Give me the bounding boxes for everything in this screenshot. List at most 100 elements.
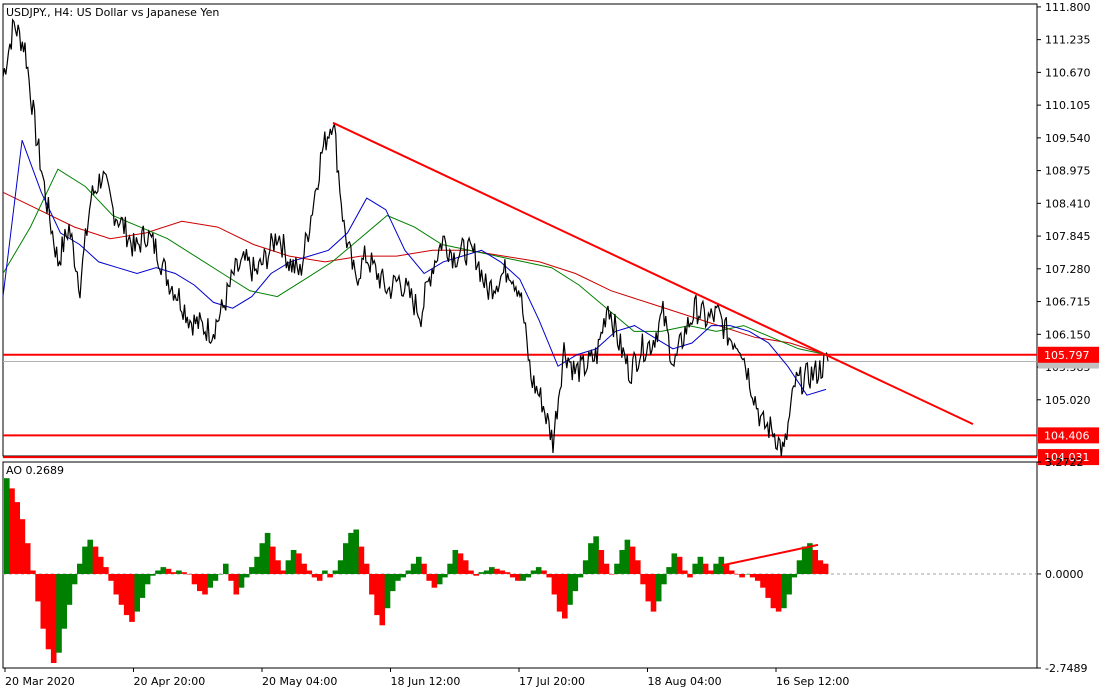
ao-histogram-bar [483, 570, 490, 574]
ao-histogram-bar [181, 572, 187, 574]
ao-histogram-bar [728, 570, 735, 574]
ao-tick-label: -2.7489 [1045, 662, 1087, 675]
price-tick-label: 108.975 [1045, 165, 1091, 178]
ao-histogram-bar [50, 574, 57, 663]
ao-histogram-bar [525, 574, 532, 578]
ao-histogram-bar [395, 574, 401, 581]
ao-histogram-bar [45, 574, 52, 650]
ao-histogram-bar [421, 563, 427, 574]
ao-histogram-bar [499, 570, 505, 574]
ao-histogram-bar [723, 563, 730, 574]
ao-histogram-bar [504, 572, 511, 574]
ao-histogram-bar [739, 574, 745, 578]
ao-histogram-bar [87, 539, 93, 574]
ao-title: AO 0.2689 [6, 464, 64, 477]
ao-histogram-bar [56, 574, 62, 653]
ao-histogram-bar [337, 560, 344, 574]
ao-histogram-bar [436, 574, 443, 585]
ao-histogram-bar [791, 574, 798, 578]
ao-histogram-bar [697, 556, 704, 574]
price-tick-label: 110.670 [1045, 66, 1091, 79]
ao-histogram-bar [541, 570, 547, 574]
price-tick-label: 111.235 [1045, 34, 1091, 47]
ao-histogram-bar [822, 563, 829, 574]
ao-tick-label: 0.0000 [1045, 568, 1084, 581]
ao-histogram-bar [316, 574, 323, 581]
ao-histogram-bar [718, 556, 725, 574]
ao-histogram-bar [280, 570, 286, 574]
ao-histogram-bar [144, 574, 151, 585]
ao-histogram-bar [624, 539, 631, 574]
ao-histogram-bar [243, 574, 250, 578]
ao-histogram-bar [363, 563, 370, 574]
ao-histogram-bar [40, 574, 47, 629]
ao-histogram-bar [108, 574, 114, 581]
ao-histogram-bar [358, 546, 365, 574]
ao-histogram-bar [118, 574, 125, 605]
ao-histogram-bar [186, 574, 193, 575]
ao-histogram-bar [290, 550, 297, 574]
ao-histogram-bar [509, 574, 516, 578]
ao-histogram-bar [749, 574, 756, 578]
ao-histogram-bar [765, 574, 771, 598]
ao-histogram-bar [410, 563, 417, 574]
ao-histogram-bar [405, 570, 412, 574]
ao-histogram-bar [66, 574, 73, 605]
price-tick-label: 105.020 [1045, 394, 1091, 407]
level-price-box [1038, 346, 1099, 363]
ao-histogram-bar [92, 546, 99, 574]
ao-histogram-bar [165, 568, 172, 574]
ao-histogram-bar [82, 546, 88, 574]
ao-histogram-bar [259, 543, 266, 574]
ma-fast-line [2, 140, 827, 396]
ao-histogram-bar [692, 563, 698, 574]
descending-trendline[interactable] [332, 121, 974, 426]
ao-histogram-bar [515, 574, 521, 581]
time-tick-label: 16 Sep 12:00 [776, 675, 849, 688]
ao-histogram-bar [228, 574, 234, 581]
price-tick-label: 109.540 [1045, 132, 1091, 145]
ao-histogram-bar [322, 570, 328, 574]
ao-histogram-bar [635, 560, 641, 574]
ao-histogram-bar [343, 543, 349, 574]
ao-histogram-bar [582, 560, 589, 574]
ao-histogram-bar [160, 567, 167, 574]
ao-histogram-bar [603, 563, 610, 574]
ao-histogram-bar [734, 574, 740, 575]
time-tick-label: 20 May 04:00 [262, 675, 337, 688]
main-price-panel: 111.800 111.235 110.670 110.105 109.540 108.9… [2, 1, 1099, 466]
ao-histogram-bar [609, 574, 615, 575]
ao-histogram-bar [176, 570, 182, 574]
ao-histogram-bar [489, 567, 495, 574]
ao-histogram-bar [598, 550, 605, 574]
ao-histogram-bar [760, 574, 766, 588]
ao-histogram-bar [572, 574, 579, 592]
ao-divergence-line[interactable] [721, 543, 819, 567]
ao-histogram-bar [24, 543, 31, 574]
ao-histogram-bar [535, 567, 542, 574]
ao-histogram-bar [254, 556, 260, 574]
main-panel-frame [2, 3, 1038, 457]
ao-histogram-bar [676, 556, 683, 574]
ao-histogram-bar [567, 574, 573, 605]
ao-histogram-bar [666, 567, 672, 574]
ao-histogram-bar [661, 574, 667, 585]
ao-panel-frame [2, 461, 1038, 669]
ao-histogram-bar [702, 563, 709, 574]
ao-histogram-bar [650, 574, 657, 612]
ao-histogram-bar [629, 546, 636, 574]
ao-histogram-bar [520, 574, 526, 581]
time-axis: 20 Mar 2020 20 Apr 20:00 20 May 04:00 18 Ju… [4, 668, 849, 688]
level-price-label: 105.797 [1044, 349, 1090, 362]
price-tick-label: 106.715 [1045, 296, 1091, 309]
ao-histogram-bar [238, 574, 245, 588]
ao-histogram-bar [682, 570, 688, 574]
ao-histogram-bar [233, 574, 240, 595]
time-tick-label: 18 Aug 04:00 [648, 675, 722, 688]
ao-histogram-bar [9, 488, 15, 574]
level-price-label: 104.406 [1044, 429, 1090, 442]
price-series-line [2, 18, 829, 457]
ao-histogram-bar [744, 574, 751, 575]
ao-histogram-bar [155, 570, 161, 574]
